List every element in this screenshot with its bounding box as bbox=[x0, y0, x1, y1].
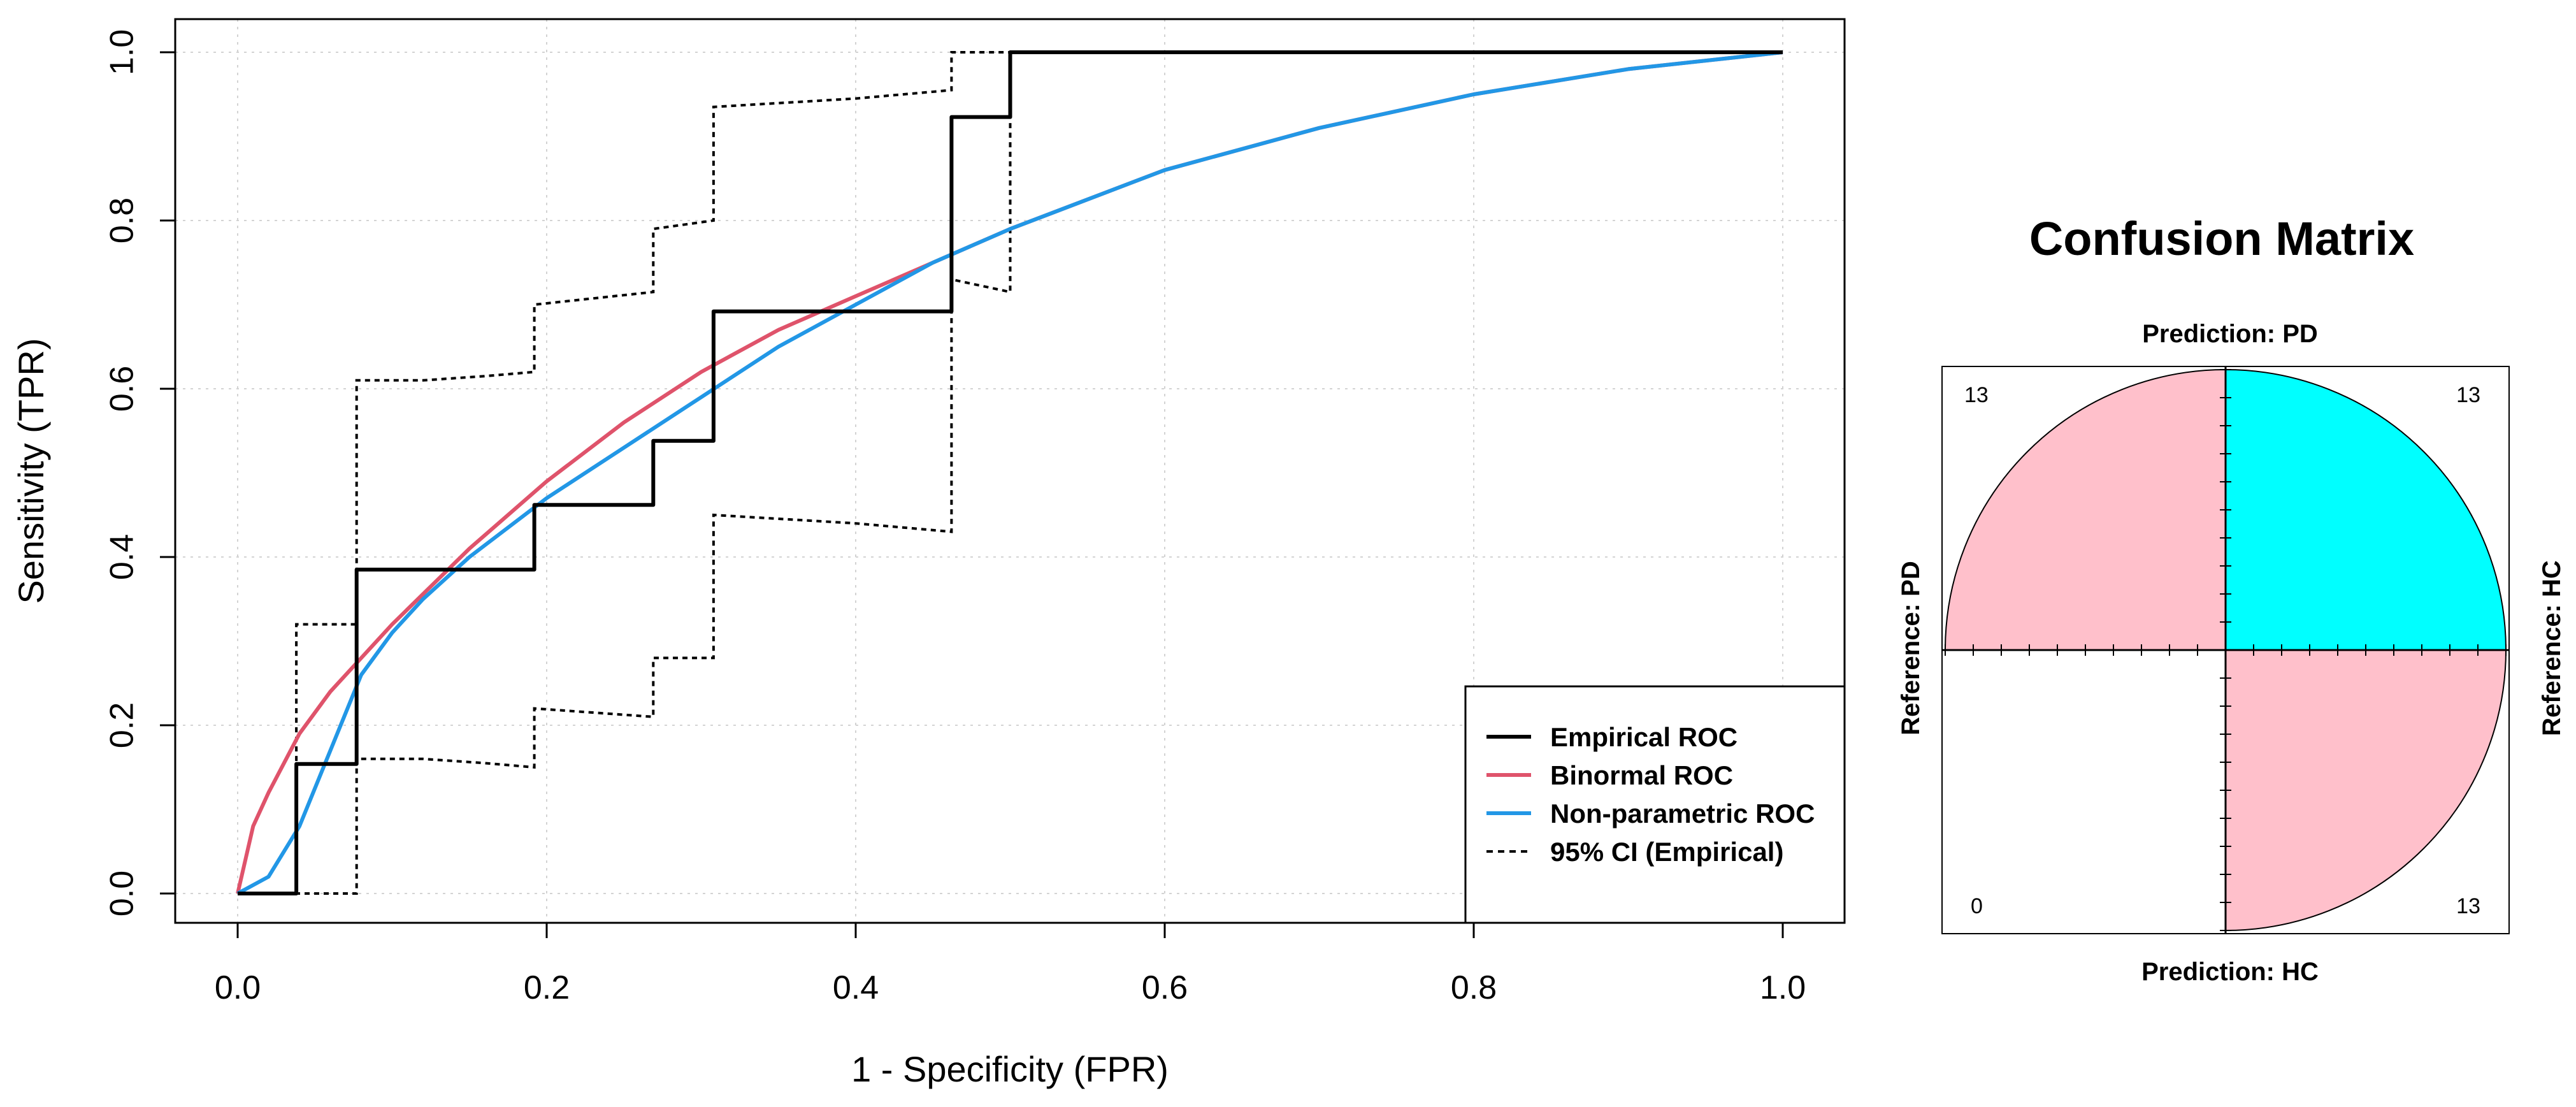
x-tick-label: 0.6 bbox=[1142, 969, 1188, 1006]
legend-label-nonparametric: Non-parametric ROC bbox=[1550, 799, 1815, 828]
fourfold-sectors bbox=[1944, 368, 2507, 932]
legend-label-ci: 95% CI (Empirical) bbox=[1550, 837, 1783, 867]
label-reference-pd: Reference: PD bbox=[1897, 561, 1925, 735]
count-bottom-right: 13 bbox=[2456, 894, 2480, 918]
label-prediction-hc: Prediction: HC bbox=[2141, 958, 2319, 986]
roc-ci-lines bbox=[238, 51, 1783, 895]
roc-plot-frame bbox=[174, 18, 1846, 924]
nonparametric-roc-line bbox=[236, 50, 1783, 895]
y-tick-label: 0.2 bbox=[104, 702, 141, 748]
roc-legend: Empirical ROC Binormal ROC Non-parametri… bbox=[1464, 685, 1846, 924]
roc-x-axis-title: 1 - Specificity (FPR) bbox=[851, 1049, 1169, 1089]
y-tick-label: 0.4 bbox=[104, 534, 141, 580]
x-tick-label: 1.0 bbox=[1760, 969, 1806, 1006]
ci-lower-line bbox=[238, 52, 1012, 895]
roc-curves bbox=[236, 50, 1783, 895]
count-top-left: 13 bbox=[1964, 383, 1989, 407]
y-tick-label: 0.6 bbox=[104, 366, 141, 412]
y-tick-label: 1.0 bbox=[104, 29, 141, 75]
x-tick-label: 0.4 bbox=[833, 969, 879, 1006]
legend-label-empirical: Empirical ROC bbox=[1550, 722, 1738, 752]
legend-label-binormal: Binormal ROC bbox=[1550, 760, 1733, 790]
roc-panel: 0.0 0.2 0.4 0.6 0.8 1.0 0.0 0.2 0.4 0.6 0.8 1.0 1 … bbox=[11, 18, 1846, 1089]
y-tick-label: 0.0 bbox=[104, 871, 141, 916]
x-tick-label: 0.8 bbox=[1451, 969, 1497, 1006]
x-tick-label: 0.2 bbox=[524, 969, 570, 1006]
confusion-matrix-panel: Confusion Matrix Prediction: PD Predicti… bbox=[1897, 212, 2566, 986]
label-prediction-pd: Prediction: PD bbox=[2142, 320, 2318, 348]
sector-top-right bbox=[2225, 368, 2507, 651]
roc-y-axis: 0.0 0.2 0.4 0.6 0.8 1.0 bbox=[104, 29, 175, 916]
roc-x-axis: 0.0 0.2 0.4 0.6 0.8 1.0 bbox=[215, 923, 1806, 1006]
x-tick-label: 0.0 bbox=[215, 969, 261, 1006]
sector-bottom-right bbox=[2225, 649, 2507, 932]
sector-top-left bbox=[1944, 368, 2226, 651]
legend-box bbox=[1464, 685, 1846, 924]
ci-upper-line bbox=[238, 51, 1783, 895]
y-tick-label: 0.8 bbox=[104, 198, 141, 243]
label-reference-hc: Reference: HC bbox=[2538, 560, 2566, 736]
empirical-roc-line bbox=[238, 50, 1783, 895]
confusion-matrix-title: Confusion Matrix bbox=[2029, 212, 2414, 265]
count-top-right: 13 bbox=[2456, 383, 2480, 407]
fourfold-axes bbox=[1942, 366, 2509, 934]
roc-y-axis-title: Sensitivity (TPR) bbox=[11, 338, 51, 604]
count-bottom-left: 0 bbox=[1971, 894, 1983, 918]
